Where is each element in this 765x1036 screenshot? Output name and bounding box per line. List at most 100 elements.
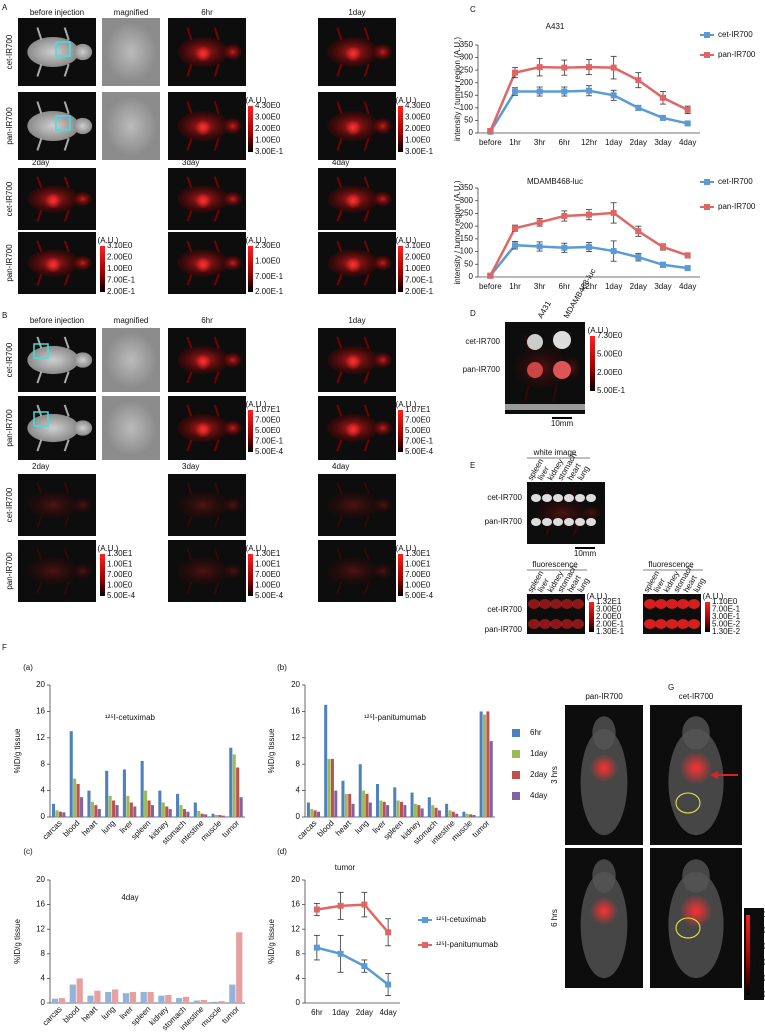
colorbar-label: 1.00E1: [107, 560, 133, 569]
image-title: fluorescence: [532, 560, 578, 569]
mouse-limb: [186, 371, 193, 384]
organ-signal: [572, 619, 584, 629]
bar: [94, 805, 98, 817]
bar: [87, 995, 94, 1003]
bar: [129, 991, 136, 1003]
column-label: 1day: [348, 8, 365, 17]
x-tick-label: muscle: [199, 818, 224, 843]
organ: [553, 518, 563, 526]
mouse: [223, 563, 243, 579]
x-tick-label: before: [479, 282, 502, 291]
bar: [386, 805, 390, 817]
colorbar-label: 2.00E0: [597, 368, 623, 377]
colorbar-unit: (A.U.): [396, 96, 417, 105]
signal: [195, 193, 211, 209]
bar: [448, 810, 452, 817]
signal: [45, 193, 61, 209]
mouse: [27, 491, 79, 519]
marker: [487, 127, 494, 134]
mouse: [373, 191, 393, 207]
bar: [76, 978, 83, 1003]
organ: [575, 494, 585, 502]
column-label: 4day: [332, 158, 349, 167]
mouse-limb: [336, 176, 343, 189]
marker: [660, 94, 666, 101]
colorbar-label: 1.30E-1: [596, 627, 625, 636]
colorbar-label: 7.00E-1: [107, 276, 136, 285]
mouse-limb: [363, 137, 370, 151]
bar: [358, 764, 362, 817]
column-label: 6hr: [201, 8, 213, 17]
column-label: 3day: [182, 158, 199, 167]
row-label: pan-IR700: [463, 365, 501, 374]
y-tick-label: 300: [460, 196, 474, 205]
bar: [382, 801, 386, 817]
colorbar-label: 5.00E-4: [752, 990, 765, 999]
colorbar-label: 1.00E0: [405, 264, 431, 273]
arrowhead: [710, 771, 718, 779]
colorbar-label: 3.00E0: [752, 942, 765, 951]
subpanel-label: (d): [277, 847, 287, 856]
mouse-limb: [336, 581, 343, 594]
mouse: [73, 420, 93, 436]
colorbar-label: 1.00E0: [107, 264, 133, 273]
mouse: [73, 191, 93, 207]
x-tick-label: 1hr: [509, 282, 521, 291]
legend-swatch: [512, 792, 520, 800]
mouse-limb: [336, 515, 343, 528]
colorbar-unit: (A.U.): [587, 592, 608, 601]
colorbar-label: 2.00E0: [405, 124, 431, 133]
x-tick-label: 6hr: [559, 138, 571, 147]
bar: [420, 808, 424, 817]
y-tick-label: 8: [296, 949, 301, 958]
column-label: 1day: [348, 316, 365, 325]
mouse-limb: [213, 240, 220, 253]
column-label: 3day: [182, 462, 199, 471]
mouse-limb: [63, 137, 70, 151]
y-tick-label: 0: [41, 812, 46, 821]
legend-label: cet-IR700: [718, 177, 753, 186]
bar: [69, 731, 73, 817]
colorbar-label: 2.00E-1: [405, 287, 434, 296]
mouse-limb: [363, 548, 370, 561]
bar: [133, 806, 137, 817]
bar: [486, 711, 490, 817]
mouse: [223, 352, 243, 368]
colorbar-label: 3.10E0: [405, 241, 431, 250]
subpanel-label: (c): [23, 847, 33, 856]
mouse-limb: [36, 101, 43, 115]
bar: [306, 802, 310, 817]
mouse: [223, 43, 243, 61]
colorbar-label: 1.00E0: [255, 581, 281, 590]
bar: [229, 984, 236, 1003]
colorbar-label: 1.10E0: [712, 597, 738, 606]
x-tick-label: 1day: [332, 1008, 349, 1017]
y-tick-label: 20: [36, 680, 45, 689]
panel-label: F: [2, 643, 7, 652]
legend-marker: [422, 942, 428, 948]
bar: [375, 784, 380, 817]
y-tick-label: 350: [460, 40, 474, 49]
mouse-limb: [186, 101, 193, 115]
mouse-limb: [186, 273, 193, 286]
bar: [176, 998, 183, 1003]
mouse-limb: [186, 515, 193, 528]
colorbar-unit: (A.U.): [246, 236, 267, 245]
y-tick-label: 0: [41, 998, 46, 1007]
colorbar-label: 1.30E1: [405, 549, 431, 558]
mouse-limb: [363, 240, 370, 253]
x-tick-label: blood: [316, 819, 336, 839]
mouse-limb: [63, 336, 70, 349]
organ-signal: [677, 619, 689, 629]
organ: [564, 518, 574, 526]
bar: [218, 1001, 225, 1003]
mouse-limb: [36, 371, 43, 384]
bar: [158, 995, 165, 1003]
colorbar-label: 2.00E0: [255, 124, 281, 133]
mouse-limb: [552, 384, 558, 402]
colorbar-label: 5.00E-2: [712, 620, 741, 629]
mouse: [373, 563, 393, 579]
signal: [195, 120, 211, 136]
mouse-limb: [36, 439, 43, 452]
mouse-limb: [186, 240, 193, 253]
